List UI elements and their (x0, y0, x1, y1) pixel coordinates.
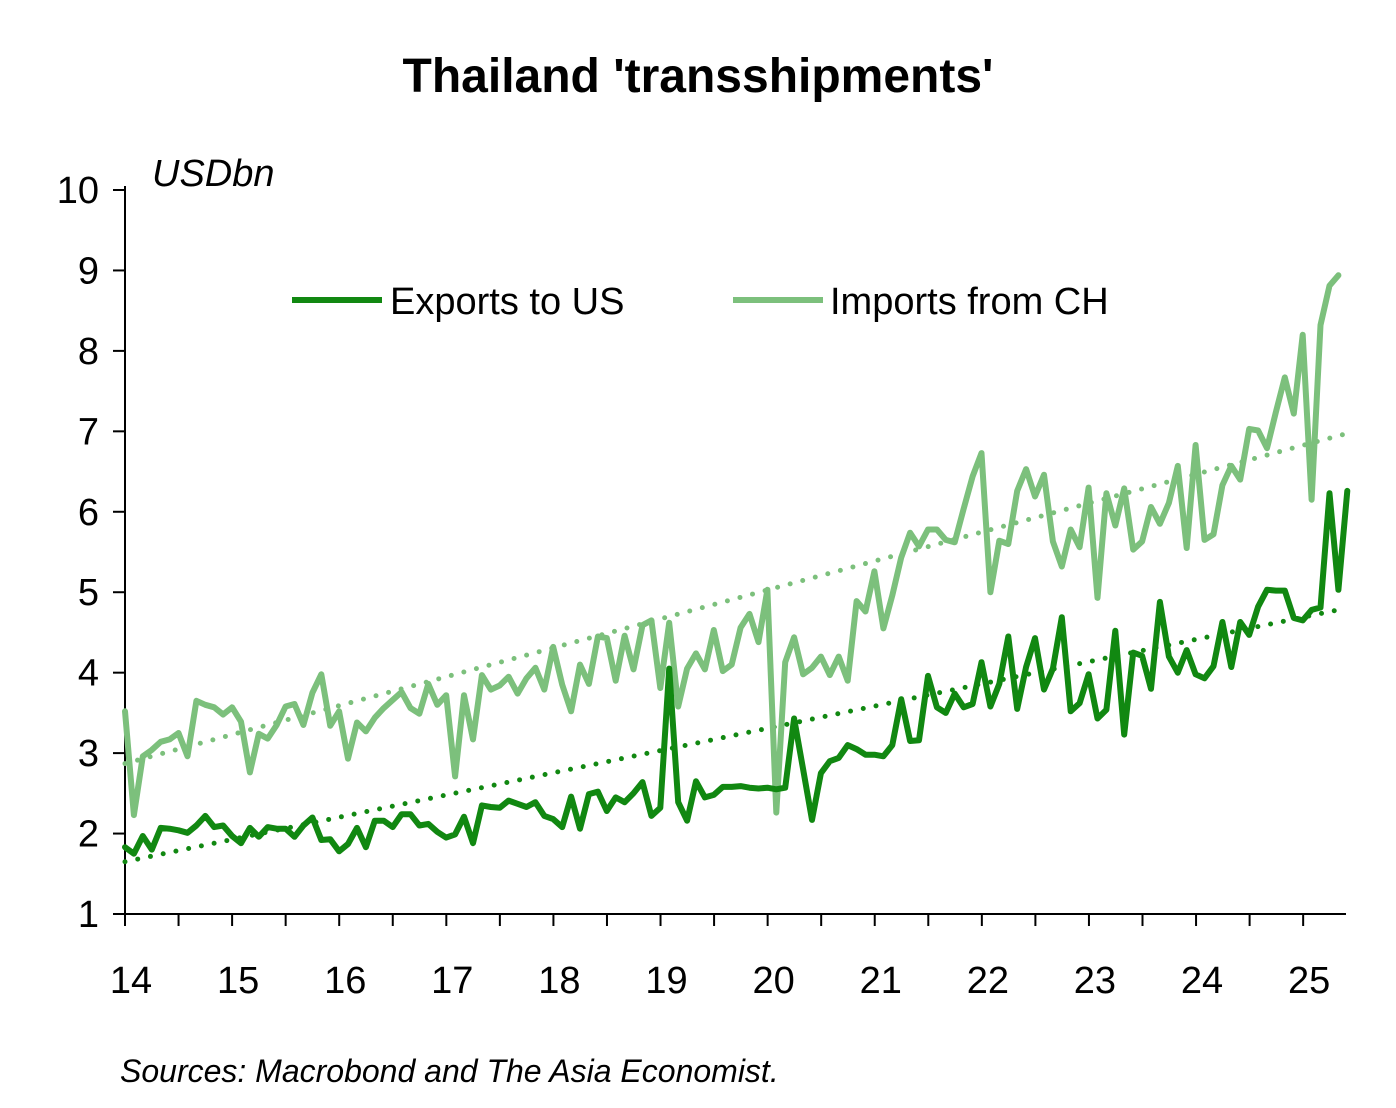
y-tick-label: 8 (78, 331, 99, 373)
trend-lines (122, 431, 1349, 865)
source-note: Sources: Macrobond and The Asia Economis… (120, 1053, 779, 1089)
x-tick-label: 23 (1074, 960, 1116, 1002)
x-tick-label: 17 (431, 960, 473, 1002)
y-tick-label: 5 (78, 572, 99, 614)
y-tick-label: 7 (78, 411, 99, 453)
y-tick-label: 10 (57, 170, 99, 212)
series-line (122, 272, 1342, 819)
chart-title: Thailand 'transshipments' (403, 50, 994, 103)
y-unit-label: USDbn (152, 153, 275, 195)
x-tick-label: 20 (752, 960, 794, 1002)
series-line (122, 487, 1351, 857)
legend-label-exports: Exports to US (390, 281, 624, 323)
x-tick-label: 14 (110, 960, 152, 1002)
x-tick-label: 18 (538, 960, 580, 1002)
y-tick-label: 9 (78, 250, 99, 292)
trend-line (122, 431, 1349, 767)
trend-line (122, 605, 1349, 865)
series-lines (122, 272, 1351, 857)
y-tick-label: 3 (78, 733, 99, 775)
x-tick-label: 16 (324, 960, 366, 1002)
legend: Exports to US Imports from CH (292, 281, 1109, 323)
x-tick-label: 21 (860, 960, 902, 1002)
y-tick-label: 6 (78, 492, 99, 534)
legend-label-imports: Imports from CH (830, 281, 1109, 323)
y-tick-label: 4 (78, 653, 99, 695)
x-tick-label: 22 (967, 960, 1009, 1002)
y-tick-label: 1 (78, 894, 99, 936)
x-tick-label: 24 (1181, 960, 1223, 1002)
x-tick-label: 19 (645, 960, 687, 1002)
x-tick-label: 25 (1288, 960, 1330, 1002)
y-tick-label: 2 (78, 814, 99, 856)
x-tick-label: 15 (217, 960, 259, 1002)
